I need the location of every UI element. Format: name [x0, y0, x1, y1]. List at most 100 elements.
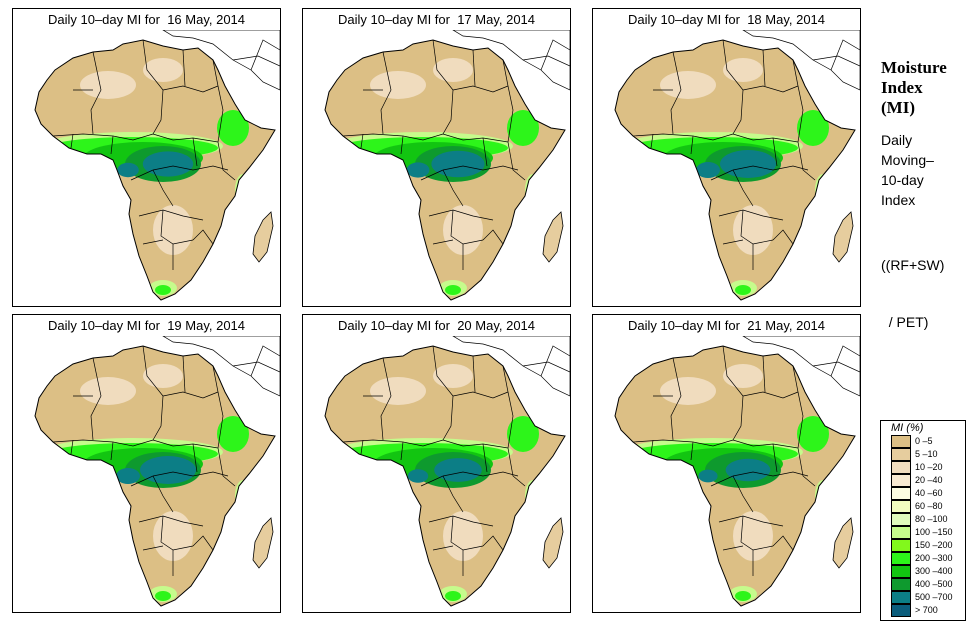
country-border — [428, 209, 494, 221]
moisture-zone-green — [445, 285, 461, 295]
country-border — [420, 165, 519, 181]
panel-title: Daily 10–day MI for 18 May, 2014 — [592, 8, 861, 31]
moisture-zone-green — [155, 591, 171, 601]
country-border — [192, 535, 214, 551]
moisture-zone-pale — [153, 205, 193, 255]
moisture-zone-pale — [80, 71, 136, 99]
moisture-zone-pale — [370, 377, 426, 405]
madagascar — [542, 517, 564, 569]
country-border — [772, 229, 794, 245]
moisture-zone-teal — [720, 150, 776, 178]
country-border — [192, 137, 198, 167]
moisture-zone-teal — [696, 162, 720, 178]
side-description: Daily Moving– 10-day Index — [881, 130, 934, 210]
country-border — [217, 447, 236, 487]
eurasia-outline — [742, 30, 860, 91]
formula-line: ((RF+SW) — [881, 257, 945, 273]
panel-title: Daily 10–day MI for 16 May, 2014 — [12, 8, 281, 31]
country-border — [710, 471, 809, 487]
country-border — [772, 535, 794, 551]
country-border — [138, 209, 204, 221]
country-border — [400, 135, 404, 155]
country-border — [540, 345, 570, 377]
country-border — [142, 239, 164, 245]
moisture-zone-light-green — [525, 480, 541, 512]
moisture-zone-pale — [660, 71, 716, 99]
moisture-zone-green — [217, 416, 249, 452]
legend-label: 300 –400 — [915, 566, 953, 576]
madagascar — [832, 211, 854, 263]
coastline — [614, 39, 856, 301]
country-border — [70, 133, 74, 149]
africa-map — [302, 30, 571, 307]
coastline — [34, 39, 276, 301]
country-border — [182, 49, 186, 87]
legend-swatch — [891, 461, 911, 474]
country-border — [152, 475, 174, 513]
madagascar — [252, 517, 274, 569]
country-border — [722, 239, 744, 245]
africa-map — [592, 30, 861, 307]
country-border — [522, 361, 570, 373]
country-border — [502, 59, 514, 143]
moisture-zone-teal — [725, 458, 771, 482]
legend-swatch — [891, 526, 911, 539]
africa-map — [12, 336, 281, 613]
moisture-zone-pale — [153, 511, 193, 561]
country-border — [742, 85, 799, 93]
country-border — [502, 365, 514, 449]
moisture-zone-teal — [431, 150, 485, 178]
country-border — [420, 471, 519, 487]
africa-map — [302, 336, 571, 613]
country-border — [772, 443, 778, 473]
country-border — [212, 59, 224, 143]
country-border — [507, 141, 526, 181]
country-border — [232, 55, 280, 67]
country-border — [162, 85, 219, 93]
country-border — [472, 355, 476, 393]
madagascar — [832, 517, 854, 569]
country-border — [792, 365, 804, 449]
country-border — [160, 209, 194, 245]
country-border — [812, 361, 860, 373]
legend-label: 500 –700 — [915, 592, 953, 602]
country-border — [732, 169, 754, 207]
country-border — [130, 165, 229, 181]
country-border — [797, 141, 816, 181]
moisture-zone-green — [797, 110, 829, 146]
africa-map — [12, 30, 281, 307]
legend-label: 40 –60 — [915, 488, 943, 498]
country-border — [690, 135, 694, 155]
country-border — [762, 355, 766, 393]
country-border — [762, 49, 766, 87]
side-title-line: (MI) — [881, 98, 915, 117]
moisture-zone-teal — [406, 162, 430, 178]
legend-swatch — [891, 513, 911, 526]
country-border — [432, 239, 454, 245]
eurasia-outline — [742, 336, 860, 397]
legend-swatch — [891, 474, 911, 487]
panel-title: Daily 10–day MI for 21 May, 2014 — [592, 314, 861, 337]
coastline — [324, 39, 566, 301]
moisture-zone-pale — [143, 58, 183, 82]
moisture-zone-pale — [433, 364, 473, 388]
country-border — [830, 345, 860, 377]
country-border — [740, 515, 774, 551]
africa-map — [592, 336, 861, 613]
country-border — [192, 443, 198, 473]
panel-title: Daily 10–day MI for 17 May, 2014 — [302, 8, 571, 31]
moisture-zone-green — [507, 110, 539, 146]
country-border — [472, 49, 476, 87]
country-border — [670, 51, 682, 135]
country-border — [482, 535, 504, 551]
legend-label: 100 –150 — [915, 527, 953, 537]
legend-label: > 700 — [915, 605, 938, 615]
legend-swatch — [891, 448, 911, 461]
moisture-zone-light-green — [235, 480, 251, 512]
moisture-zone-light-green — [235, 174, 251, 206]
country-border — [360, 133, 364, 149]
country-border — [722, 545, 744, 551]
side-desc-line: Daily — [881, 132, 913, 148]
side-desc-line: 10-day — [881, 172, 924, 188]
moisture-zone-pale — [443, 511, 483, 561]
